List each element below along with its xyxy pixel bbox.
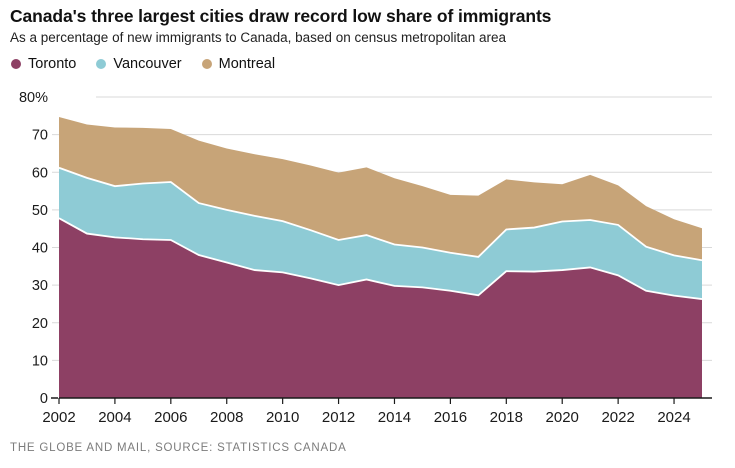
y-tick-label-10: 10 [32,353,48,369]
x-tick-label-2004: 2004 [98,409,131,426]
x-tick-label-2018: 2018 [490,409,523,426]
chart-title: Canada's three largest cities draw recor… [10,6,552,26]
legend-item-vancouver: Vancouver [96,56,182,72]
separator-line-toronto [58,217,703,300]
x-tick-label-2022: 2022 [601,409,634,426]
y-tick-label-50: 50 [32,203,48,219]
legend: Toronto Vancouver Montreal [11,56,275,72]
area-band-montreal [59,116,702,261]
separator-line-vancouver [58,166,703,262]
source-credit: THE GLOBE AND MAIL, SOURCE: STATISTICS C… [10,442,347,454]
y-tick-label-20: 20 [32,316,48,332]
x-tick-label-2002: 2002 [42,409,75,426]
area-band-vancouver [59,167,702,300]
y-tick-label-40: 40 [32,241,48,257]
y-tick-label-80: 80% [19,90,48,106]
x-tick-label-2024: 2024 [657,409,690,426]
x-tick-label-2008: 2008 [210,409,243,426]
x-tick-label-2020: 2020 [546,409,579,426]
chart-subtitle: As a percentage of new immigrants to Can… [10,30,507,45]
y-tick-label-30: 30 [32,278,48,294]
x-tick-label-2016: 2016 [434,409,467,426]
x-tick-label-2010: 2010 [266,409,299,426]
legend-dot-montreal [201,59,212,69]
legend-label: Montreal [218,56,276,72]
y-tick-label-70: 70 [32,128,48,144]
legend-dot-toronto [11,59,21,69]
x-tick-label-2006: 2006 [154,409,187,426]
y-tick-label-60: 60 [32,165,48,181]
legend-item-toronto: Toronto [11,56,76,72]
legend-dot-vancouver [96,59,107,69]
x-tick-label-2014: 2014 [378,409,411,426]
x-tick-label-2012: 2012 [322,409,355,426]
legend-item-montreal: Montreal [201,56,276,72]
legend-label: Toronto [28,56,77,72]
area-band-toronto [59,218,702,398]
legend-label: Vancouver [113,56,182,72]
y-tick-label-0: 0 [40,391,48,407]
